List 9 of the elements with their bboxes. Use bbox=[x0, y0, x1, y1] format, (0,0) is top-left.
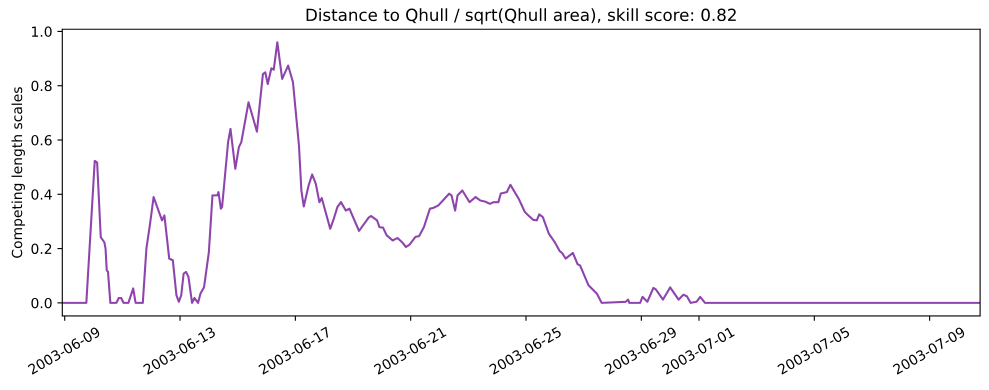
y-tick-label: 0.4 bbox=[31, 189, 52, 200]
y-tick-label: 0.0 bbox=[31, 298, 52, 308]
y-axis-title: Competing length scales bbox=[12, 87, 25, 258]
chart-title: Distance to Qhull / sqrt(Qhull area), skill score: 0.82 bbox=[306, 8, 736, 24]
y-tick-label: 0.6 bbox=[31, 134, 52, 146]
y-tick-label: 0.8 bbox=[31, 80, 52, 92]
y-tick-label: 0.2 bbox=[31, 244, 52, 254]
y-tick-label: 1.0 bbox=[32, 26, 52, 37]
line-series bbox=[62, 41, 980, 304]
